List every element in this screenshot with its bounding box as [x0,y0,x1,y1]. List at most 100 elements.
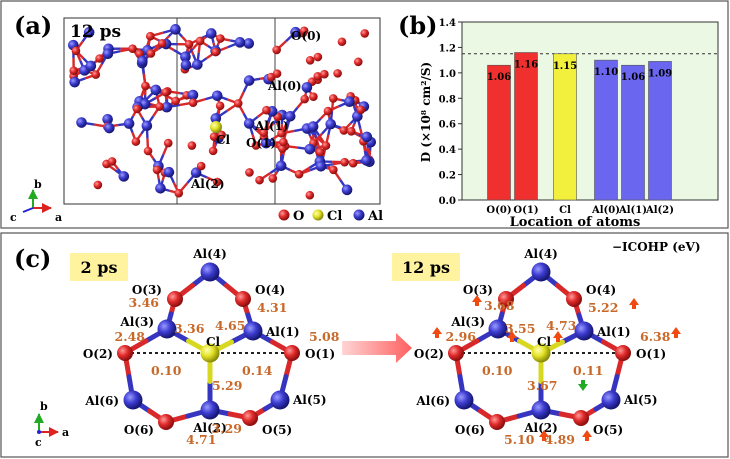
oxygen-atom [313,52,323,62]
icohp-value-cl-o1: 0.14 [242,363,273,378]
x-tick-label: O(1) [513,205,538,216]
icohp-value-o6: 5.10 [504,432,535,447]
oxygen-atom [171,96,181,106]
atom-label-o1: O(1) [305,347,335,361]
oxygen-atom [71,46,81,56]
oxygen-atom [158,414,174,430]
increase-arrow-icon [432,327,442,338]
increase-arrow-icon [629,298,639,309]
oxygen-atom [208,146,218,156]
oxygen-atom [143,146,153,156]
atom-label-al5: Al(5) [292,393,327,407]
atom-label-cl: Cl [216,133,231,147]
x-tick-label: Cl [559,205,571,216]
icohp-title: −ICOHP (eV) [612,240,701,254]
aluminum-atom [275,160,287,172]
atom-label-o5: O(5) [262,423,292,437]
oxygen-atom [294,169,304,179]
x-tick-label: Al(0) [591,205,620,216]
y-tick-label: 0.4 [439,145,456,156]
icohp-value-cl-al3: 3.55 [505,321,535,336]
aluminum-atom [180,51,191,63]
atom-label-al2: Al(2) [192,421,227,435]
oxygen-atom [348,158,358,168]
aluminum-atom [531,400,551,420]
aluminum-atom [243,321,263,341]
oxygen-atom [215,101,225,111]
oxygen-atom [145,31,155,41]
oxygen-atom [347,126,356,136]
oxygen-atom [174,188,184,198]
oxygen-atom [95,54,104,63]
atom-label-o3: O(3) [463,283,493,297]
atom-label-al4: Al(4) [192,247,227,261]
increase-arrow-icon [507,331,517,342]
axis-label-c: c [10,211,17,224]
oxygen-atom [284,345,300,361]
aluminum-atom [163,166,175,178]
icohp-value-cl-al2: 3.67 [527,378,557,393]
decrease-arrow-icon [578,380,588,391]
chart-ylabel: D (×10⁸ cm²/S) [419,62,433,162]
oxygen-atom [128,44,137,54]
oxygen-atom [305,190,315,200]
atom-label-o4: O(4) [255,283,285,297]
legend-al: Al [367,209,383,224]
oxygen-atom [209,132,219,141]
aluminum-atom [284,111,296,122]
oxygen-atom [489,414,505,430]
oxygen-atom [91,70,101,79]
y-tick-label: 0.8 [439,94,456,105]
bar-value-label: 1.10 [594,67,618,78]
axis-label-a: a [55,211,62,224]
oxygen-atom [278,144,287,153]
oxygen-atom [333,69,342,78]
oxygen-atom [259,128,269,138]
oxygen-atom [615,345,631,361]
atom-label-al3: Al(3) [119,315,154,329]
bar [648,61,672,201]
aluminum-atom [104,122,115,134]
chlorine-atom [531,343,551,363]
time-label-a: 12 ps [70,22,121,42]
oxygen-atom [356,105,366,115]
aluminum-atom [180,59,192,71]
icohp-value-al1: 5.08 [309,329,340,344]
bar [487,64,511,201]
oxygen-atom [339,126,349,135]
aluminum-atom [150,84,162,96]
oxygen-atom [305,55,315,65]
panel-a-label: (a) [14,11,52,40]
aluminum-atom [187,89,199,101]
aluminum-atom [243,38,255,49]
aluminum-atom [205,28,217,39]
oxygen-atom [212,177,222,187]
element-legend: O Cl Al [278,209,383,224]
oxygen-atom [448,345,464,361]
icohp-value-al3: 2.96 [446,329,477,344]
atom-label-al5: Al(5) [623,393,658,407]
atomic-structure [68,24,377,200]
oxygen-atom [163,138,173,148]
oxygen-atom [315,147,325,157]
icohp-value-o4: 5.22 [588,300,618,315]
oxygen-atom [107,157,117,166]
icohp-value-cl-o1: 0.11 [573,363,603,378]
atom-label-al6: Al(6) [415,394,450,408]
oxygen-atom [245,168,254,177]
aluminum-atom [200,400,220,420]
time-label-left: 2 ps [81,258,118,277]
atom-label-o6: O(6) [124,423,154,437]
bar [594,59,618,201]
oxygen-atom [262,105,271,115]
y-tick-label: 1.4 [439,18,456,29]
aluminum-atom [141,120,153,132]
axis-triad-a: b c a [10,178,62,224]
aluminum-atom [123,390,143,410]
aluminum-atom [304,143,316,155]
icohp-value-cl-o2: 0.10 [482,363,513,378]
aluminum-atom [361,155,372,166]
atom-label-o4: O(4) [586,283,616,297]
aluminum-atom [102,48,114,60]
